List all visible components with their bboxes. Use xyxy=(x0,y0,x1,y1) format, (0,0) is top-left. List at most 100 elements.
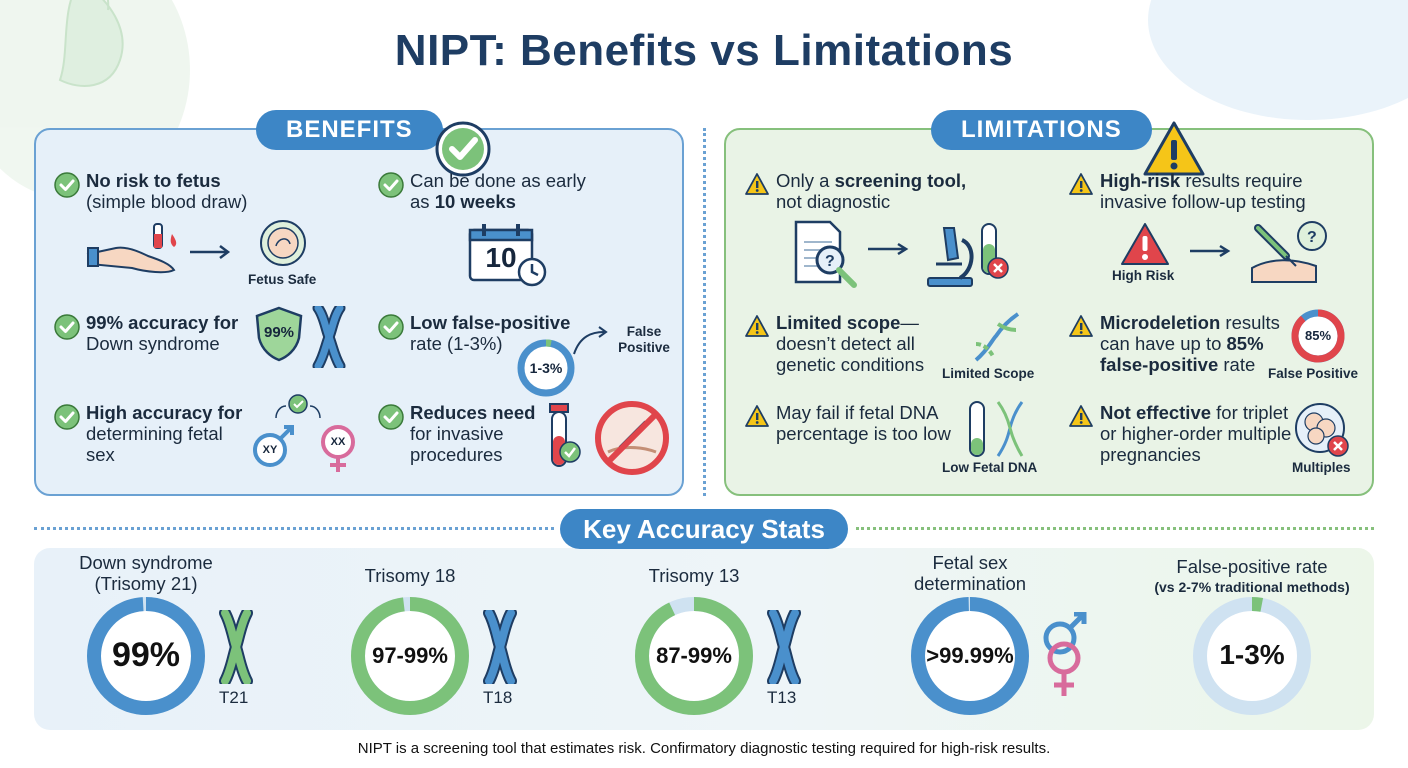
stat-label-line: Fetal sex xyxy=(932,552,1008,573)
stat-ring xyxy=(351,597,469,715)
stat-label-line: Trisomy 13 xyxy=(648,565,740,586)
multiples-caption: Multiples xyxy=(1292,460,1351,475)
check-icon xyxy=(54,404,80,430)
warning-icon xyxy=(745,173,769,195)
warning-icon xyxy=(745,315,769,337)
stat-value: 1-3% xyxy=(1219,639,1285,671)
warning-icon xyxy=(1069,405,1093,427)
stat-value: 99% xyxy=(111,635,181,674)
check-icon xyxy=(378,172,404,198)
stat-ring-fill xyxy=(635,597,753,715)
warning-badge-icon xyxy=(1143,121,1205,176)
shield-icon: 99% xyxy=(254,306,304,362)
chromosome-icon xyxy=(767,610,801,684)
limitation-detail: May fail if fetal DNA percentage is too … xyxy=(776,402,951,444)
limitation-title: Limited scope xyxy=(776,312,901,333)
false-positive-caption: False Positive xyxy=(1268,366,1359,381)
benefits-heading: BENEFITS xyxy=(256,110,443,150)
ring-value: 85% xyxy=(1304,328,1332,343)
stat-label: Trisomy 13 xyxy=(584,565,804,586)
limitation-title: Microdeletion xyxy=(1100,312,1221,333)
ring-value: 1-3% xyxy=(529,360,563,376)
stat-ring xyxy=(87,597,205,715)
limitation-title: Not effective xyxy=(1100,402,1212,423)
benefit-detail: (simple blood draw) xyxy=(86,191,248,212)
stat-ring-fill xyxy=(87,597,205,715)
warning-icon xyxy=(1069,173,1093,195)
benefit-title: Low false-positive xyxy=(410,312,571,333)
check-icon xyxy=(378,404,404,430)
chromosome-label: T13 xyxy=(767,688,797,707)
limited-scope-caption: Limited Scope xyxy=(942,366,1035,381)
test-tube-dna-icon xyxy=(969,401,1024,457)
limitation-detail: results require invasive follow-up testi… xyxy=(1100,170,1306,212)
high-risk-warning-icon xyxy=(1121,223,1169,265)
false-positive-ring: 1-3% xyxy=(516,338,576,398)
check-icon xyxy=(378,314,404,340)
limitation-detail: results can have up to xyxy=(1100,312,1280,354)
panel-divider xyxy=(703,128,706,496)
benefit-title: 10 weeks xyxy=(434,191,516,212)
stat-label: False-positive rate (vs 2-7% traditional … xyxy=(1142,556,1362,598)
benefit-title: Reduces need xyxy=(410,402,536,423)
check-icon xyxy=(54,314,80,340)
check-badge-icon xyxy=(435,121,491,177)
arrow-icon xyxy=(868,242,909,256)
syringe-icon: ? xyxy=(1251,221,1327,283)
stat-ring xyxy=(1193,597,1311,715)
microscope-icon xyxy=(927,223,1009,287)
svg-text:?: ? xyxy=(1307,229,1317,246)
benefit-detail: Can be done as early as xyxy=(410,170,586,212)
footer-disclaimer: NIPT is a screening tool that estimates … xyxy=(357,740,1051,757)
low-fetal-dna-caption: Low Fetal DNA xyxy=(942,460,1038,475)
chromosome-icon xyxy=(312,306,346,368)
benefits-panel: BENEFITS No risk to fetus (simple blood d… xyxy=(34,110,684,496)
calendar-day: 10 xyxy=(485,242,517,273)
stats-heading: Key Accuracy Stats xyxy=(560,509,848,549)
benefit-detail: for invasive procedures xyxy=(410,423,504,465)
limitation-detail: not diagnostic xyxy=(776,191,891,212)
fetus-safe-caption: Fetus Safe xyxy=(248,272,317,287)
benefit-detail: determining fetal sex xyxy=(86,423,223,465)
limitation-detail: for triplet or higher-order multiple pre… xyxy=(1100,402,1292,465)
limitation-detail: rate xyxy=(1218,354,1256,375)
stat-label: Down syndrome (Trisomy 21) xyxy=(36,552,256,594)
limitation-detail: Only a xyxy=(776,170,835,191)
page-title: NIPT: Benefits vs Limitations xyxy=(394,26,1014,75)
blood-draw-arm-icon xyxy=(86,223,231,274)
stat-ring xyxy=(635,597,753,715)
stat-label-line: (vs 2-7% traditional methods) xyxy=(1154,579,1350,595)
stats-divider-left xyxy=(34,527,554,530)
stat-label-line: Down syndrome xyxy=(79,552,213,573)
stats-divider-right xyxy=(856,527,1374,530)
stat-value: >99.99% xyxy=(926,642,1014,668)
sex-symbols-icon: XY XX xyxy=(252,392,372,476)
high-risk-caption: High Risk xyxy=(1112,268,1175,283)
benefit-detail: rate (1-3%) xyxy=(410,333,503,354)
chromosome-icon xyxy=(219,610,253,684)
curved-arrow-icon xyxy=(573,326,608,355)
stat-value: 97-99% xyxy=(372,642,448,668)
stat-ring-fill xyxy=(351,597,469,715)
benefit-title: No risk to fetus xyxy=(86,170,221,191)
xy-label: XY xyxy=(262,444,278,456)
stat-label-line: False-positive rate xyxy=(1176,556,1328,577)
chromosome-label: T18 xyxy=(483,688,513,707)
multiples-fetus-icon xyxy=(1295,403,1349,457)
stat-ring-fill xyxy=(1193,597,1311,715)
stat-ring-fill xyxy=(911,597,1029,715)
limitations-heading: LIMITATIONS xyxy=(931,110,1152,150)
false-positive-caption: False Positive xyxy=(618,324,670,355)
dna-icon xyxy=(974,312,1020,362)
shield-value: 99% xyxy=(263,324,295,341)
arrow-icon xyxy=(1190,244,1231,258)
limitation-title: High-risk xyxy=(1100,170,1181,191)
microdeletion-ring: 85% xyxy=(1290,308,1346,364)
stat-value: 87-99% xyxy=(656,642,732,668)
stat-label: Trisomy 18 xyxy=(300,565,520,586)
stat-label-line: Trisomy 18 xyxy=(364,565,456,586)
warning-icon xyxy=(1069,315,1093,337)
limitations-panel: LIMITATIONS Only a screening tool, not di… xyxy=(724,110,1374,496)
limitation-detail: —doesn’t detect all genetic conditions xyxy=(776,312,925,375)
svg-text:?: ? xyxy=(825,253,835,270)
